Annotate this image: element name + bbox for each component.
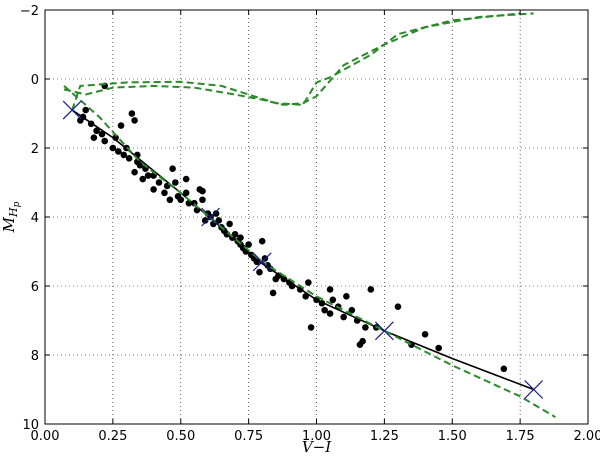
data-point [348, 306, 356, 314]
cross-marker [62, 100, 82, 120]
x-tick-label: 1.00 [302, 429, 331, 444]
data-point [212, 210, 220, 217]
y-tick-label: 6 [31, 280, 39, 295]
data-point [237, 234, 244, 241]
y-axis-label-main: M [0, 216, 18, 233]
data-point [90, 134, 98, 141]
data-point [125, 155, 133, 162]
data-point [150, 186, 157, 193]
y-tick-label: 8 [31, 349, 39, 364]
data-point [136, 161, 144, 169]
y-tick-label: 10 [22, 418, 39, 433]
data-point [98, 130, 106, 138]
x-tick-label: 0.75 [234, 429, 263, 444]
data-point [201, 217, 209, 224]
data-point [172, 179, 179, 186]
data-point [367, 286, 375, 293]
series-layer [62, 12, 556, 418]
data-point [421, 331, 429, 338]
x-tick-label: 1.75 [506, 429, 535, 444]
x-tick-label: 2.00 [574, 429, 600, 444]
data-point [144, 172, 152, 179]
data-point [131, 117, 138, 124]
data-point [329, 296, 337, 304]
grid [45, 10, 588, 424]
data-point [109, 144, 117, 152]
cross-marker [374, 321, 394, 341]
data-point [82, 106, 90, 114]
y-tick-label: −2 [20, 4, 39, 19]
cross-marker [524, 380, 544, 399]
y-axis-label-subsub: p [12, 201, 22, 207]
data-point [215, 217, 223, 224]
x-tick-label: 0.00 [31, 429, 60, 444]
data-point [101, 137, 109, 145]
data-point [93, 127, 100, 135]
data-point [307, 324, 315, 331]
data-point [182, 175, 190, 183]
data-point [120, 151, 128, 159]
data-point [256, 268, 263, 276]
data-point [269, 289, 277, 297]
data-point [139, 175, 147, 183]
data-point [500, 365, 508, 373]
data-point [169, 165, 176, 172]
data-point [131, 168, 138, 176]
data-point [321, 306, 328, 314]
data-point [199, 187, 206, 195]
data-point [340, 313, 347, 321]
y-tick-label: 0 [31, 73, 39, 88]
data-point [362, 324, 369, 331]
isochrone-dashed-line [71, 12, 521, 111]
data-point [245, 241, 252, 248]
data-point [343, 293, 350, 300]
y-axis-label-sub: H [7, 207, 20, 218]
data-point [199, 196, 206, 204]
cross-marker [201, 207, 221, 227]
data-point [166, 196, 174, 204]
x-axis-label: V−I [302, 438, 332, 456]
cross-marker [252, 252, 272, 272]
x-tick-label: 1.25 [370, 429, 399, 444]
data-point [115, 148, 122, 155]
data-point [326, 310, 334, 317]
data-point [182, 189, 190, 197]
data-point [226, 220, 233, 228]
data-point [155, 179, 163, 186]
y-tick-label: 2 [31, 142, 39, 157]
data-point [394, 303, 402, 311]
data-point [435, 344, 442, 352]
data-point [305, 279, 312, 286]
data-point [177, 196, 185, 204]
data-point [161, 189, 168, 197]
x-tick-label: 0.25 [98, 429, 127, 444]
x-tick-label: 1.50 [438, 429, 467, 444]
y-axis-label: MHp [0, 201, 22, 233]
data-point [258, 237, 266, 245]
data-point [117, 122, 125, 129]
ticks: 0.00 0.25 0.50 0.75 1.00 1.25 1.50 1.75 2.00 −2 0 2… [20, 4, 600, 444]
data-point [302, 293, 309, 300]
y-tick-label: 4 [31, 211, 39, 226]
data-point [128, 110, 136, 117]
x-tick-label: 0.50 [166, 429, 195, 444]
isochrone-dashed-line [63, 12, 534, 106]
data-point [326, 286, 334, 293]
plot-background [45, 10, 588, 424]
data-point [231, 230, 239, 238]
data-point [76, 117, 84, 124]
data-point [359, 337, 366, 345]
